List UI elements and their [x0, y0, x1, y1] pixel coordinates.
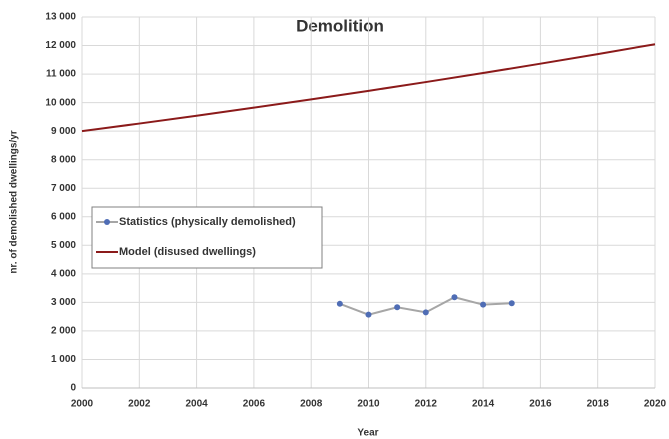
y-tick-label: 9 000	[51, 126, 76, 137]
x-tick-label: 2006	[243, 399, 266, 410]
y-tick-label: 0	[70, 383, 76, 394]
point	[451, 294, 458, 301]
y-tick-label: 3 000	[51, 297, 76, 308]
x-axis-label: Year	[357, 428, 378, 439]
chart-title: Demolition	[296, 16, 384, 35]
point	[480, 301, 487, 308]
x-tick-label: 2000	[71, 399, 94, 410]
y-tick-label: 7 000	[51, 183, 76, 194]
point	[394, 304, 401, 311]
series-line	[81, 43, 656, 133]
x-tick-label: 2018	[587, 399, 610, 410]
x-tick-label: 2004	[185, 399, 208, 410]
point	[365, 311, 372, 318]
y-tick-label: 2 000	[51, 326, 76, 337]
y-tick-label: 12 000	[45, 40, 76, 51]
y-tick-label: 6 000	[51, 211, 76, 222]
legend-label: Model (disused dwellings)	[119, 246, 256, 258]
point	[336, 300, 343, 307]
x-tick-label: 2002	[128, 399, 151, 410]
legend-label: Statistics (physically demolished)	[119, 216, 296, 228]
x-tick-label: 2014	[472, 399, 495, 410]
point	[422, 309, 429, 316]
y-tick-label: 11 000	[46, 69, 76, 80]
y-tick-label: 4 000	[51, 268, 76, 279]
y-tick-label: 10 000	[45, 97, 76, 108]
point	[508, 300, 515, 307]
y-axis-label: nr. of demolished dwellings/yr	[9, 130, 20, 273]
legend-marker	[104, 219, 110, 225]
x-tick-label: 2008	[300, 399, 323, 410]
y-tick-label: 5 000	[51, 240, 76, 251]
legend-box	[91, 206, 323, 269]
y-tick-label: 8 000	[51, 154, 76, 165]
x-tick-label: 2012	[415, 399, 438, 410]
x-tick-label: 2020	[644, 399, 667, 410]
y-tick-label: 13 000	[45, 12, 76, 23]
x-tick-label: 2016	[529, 399, 552, 410]
x-tick-label: 2010	[357, 399, 380, 410]
y-tick-label: 1 000	[51, 354, 76, 365]
